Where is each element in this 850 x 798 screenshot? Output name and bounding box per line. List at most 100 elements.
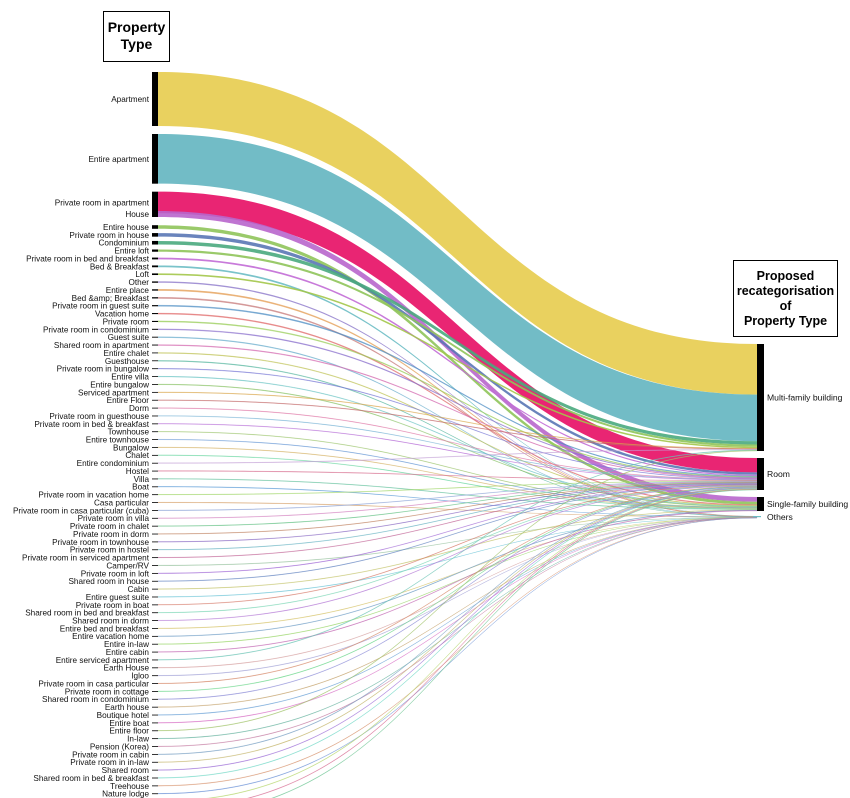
source-label-private-room-in-townhouse: Private room in townhouse [52, 538, 149, 547]
source-label-chalet: Chalet [125, 451, 149, 460]
link-shared-room-in-guest-suite [246, 489, 758, 798]
source-node-entire-floor [152, 399, 158, 401]
source-node-entire-villa [152, 376, 158, 377]
source-node-bed-and-breakfast [152, 265, 158, 268]
target-nodes: Multi-family building Room Single-family b… [753, 344, 848, 522]
source-label-private-room-in-bungalow: Private room in bungalow [57, 365, 149, 374]
source-node-guesthouse [152, 360, 158, 362]
source-node-earth-house [152, 706, 158, 708]
source-label-entire-loft: Entire loft [114, 247, 149, 256]
source-label-house: House [125, 210, 149, 219]
source-node-entire-boat [152, 722, 158, 724]
source-label-private-room-in-bed-and-breakfast: Private room in bed and breakfast [26, 254, 150, 263]
source-label-hostel: Hostel [126, 467, 149, 476]
source-label-serviced-apartment: Serviced apartment [78, 388, 150, 397]
source-node-private-room-in-guesthouse [152, 415, 158, 417]
source-node-earth-house [152, 667, 158, 669]
link-earth-house [157, 517, 758, 708]
source-node-boat [152, 486, 158, 488]
source-node-pension-korea [152, 746, 158, 747]
link-shared-room-in-villa [270, 489, 758, 798]
link-shared-room-in-casa-particular-cuba [205, 488, 758, 798]
link-private-room-in-apartment [158, 191, 757, 473]
source-node-private-room [152, 320, 158, 322]
source-node-private-room-in-apartment [152, 191, 158, 214]
target-label-single-family-building: Single-family building [767, 499, 848, 509]
source-label-shared-room-in-bed-and-breakfast: Shared room in bed and breakfast [25, 609, 150, 618]
source-label-private-room-in-house: Private room in house [69, 231, 149, 240]
source-node-guest-suite [152, 336, 158, 338]
source-label-pension-korea: Pension (Korea) [90, 742, 149, 751]
source-node-private-room-in-chalet [152, 525, 158, 527]
source-label-entire-house: Entire house [103, 223, 149, 232]
source-label-shared-room: Shared room [102, 766, 150, 775]
source-node-private-room-in-vacation-home [152, 494, 158, 496]
source-label-entire-guest-suite: Entire guest suite [86, 593, 150, 602]
sankey-links [157, 72, 758, 798]
source-label-condominium: Condominium [98, 239, 149, 248]
source-node-in-law [152, 738, 158, 740]
source-label-entire-villa: Entire villa [111, 373, 149, 382]
link-entire-house [158, 225, 757, 505]
source-label-vacation-home: Vacation home [95, 310, 149, 319]
source-node-loft [152, 273, 158, 276]
source-node-entire-floor [152, 730, 158, 732]
source-node-house [152, 211, 158, 217]
source-title-line-1: Property [107, 19, 166, 35]
source-node-bungalow [152, 447, 158, 448]
link-treehouse [157, 517, 758, 787]
source-label-cabin: Cabin [128, 585, 150, 594]
source-label-private-room-in-bed-and-breakfast: Private room in bed & breakfast [34, 420, 149, 429]
target-title-line-3: of [779, 299, 792, 313]
source-node-entire-serviced-apartment [152, 659, 158, 661]
source-label-shared-room-in-house: Shared room in house [68, 577, 149, 586]
source-label-private-room-in-casa-particular: Private room in casa particular [38, 679, 149, 688]
source-label-private-room-in-in-law: Private room in in-law [70, 758, 149, 767]
source-label-shared-room-in-condominium: Shared room in condominium [42, 695, 149, 704]
source-label-bungalow: Bungalow [113, 443, 149, 452]
source-label-villa: Villa [134, 475, 150, 484]
source-node-camper-rv [152, 565, 158, 566]
source-label-private-room-in-serviced-apartment: Private room in serviced apartment [22, 554, 150, 563]
target-title-line-4: Property Type [743, 314, 828, 328]
source-label-private-room-in-hostel: Private room in hostel [70, 546, 149, 555]
source-label-shared-room-in-apartment: Shared room in apartment [54, 341, 150, 350]
source-label-private-room-in-casa-particular-cuba: Private room in casa particular (cuba) [13, 506, 149, 515]
source-label-private-room-in-chalet: Private room in chalet [70, 522, 150, 531]
source-node-townhouse [152, 431, 158, 433]
source-node-entire-house [152, 225, 158, 229]
source-node-igloo [152, 675, 158, 677]
source-node-private-room-in-cabin [152, 753, 158, 755]
source-node-nature-lodge [152, 793, 158, 795]
source-node-serviced-apartment [152, 391, 158, 393]
source-label-entire-condominium: Entire condominium [77, 459, 150, 468]
source-node-private-room-in-dorm [152, 533, 158, 535]
source-label-boutique-hotel: Boutique hotel [97, 711, 150, 720]
source-label-private-room-in-vacation-home: Private room in vacation home [38, 491, 149, 500]
target-node-room [757, 458, 764, 490]
source-node-private-room-in-serviced-apartment [152, 557, 158, 559]
target-label-multi-family-building: Multi-family building [767, 393, 843, 403]
source-node-entire-in-law [152, 643, 158, 645]
source-node-private-room-in-boat [152, 604, 158, 606]
source-node-shared-room-in-dorm [152, 620, 158, 621]
source-label-shared-room-in-dorm: Shared room in dorm [72, 617, 149, 626]
source-axis-title: Property Type [103, 11, 170, 62]
source-node-entire-chalet [152, 352, 158, 354]
source-title-line-2: Type [120, 36, 153, 52]
source-label-entire-bed-and-breakfast: Entire bed and breakfast [60, 624, 150, 633]
source-node-chalet [152, 454, 158, 456]
source-label-entire-cabin: Entire cabin [106, 648, 150, 657]
source-label-entire-boat: Entire boat [109, 719, 149, 728]
source-node-condominium [152, 240, 158, 245]
source-label-private-room-in-villa: Private room in villa [78, 514, 150, 523]
source-node-bed-amp-breakfast [152, 297, 158, 299]
source-node-private-room-in-loft [152, 572, 158, 574]
source-node-cabin [152, 588, 158, 590]
source-label-private-room-in-guest-suite: Private room in guest suite [52, 302, 149, 311]
target-node-multi-family-building [757, 344, 764, 451]
source-node-private-room-in-house [152, 233, 158, 237]
source-label-private-room-in-apartment: Private room in apartment [55, 198, 150, 207]
link-shared-room [157, 487, 758, 771]
